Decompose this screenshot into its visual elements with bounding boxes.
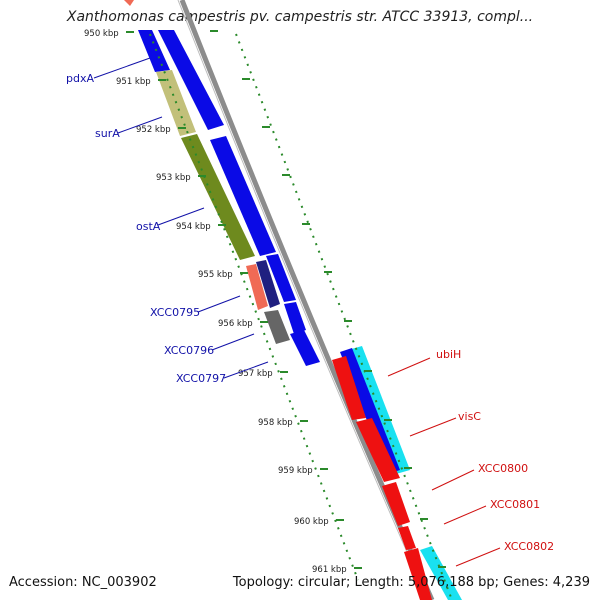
- backbone-highlight: [177, 0, 429, 600]
- gene-label-xcc0795: XCC0795: [150, 306, 200, 319]
- ruler-tick-label: 954 kbp: [176, 222, 211, 232]
- cds-feature: [138, 30, 170, 72]
- leader-line: [197, 295, 241, 313]
- gene-label-xcc0802: XCC0802: [504, 540, 554, 553]
- ruler-track-inner: [149, 33, 359, 581]
- ruler-tick-label: 950 kbp: [84, 29, 119, 39]
- ruler-tick-label: 955 kbp: [198, 270, 233, 280]
- gene-label-pdxa: pdxA: [66, 72, 94, 85]
- ruler-tick-label: 961 kbp: [312, 565, 347, 575]
- gene-label-xcc0800: XCC0800: [478, 462, 528, 475]
- leader-line: [157, 207, 205, 226]
- ruler-tick-label: 951 kbp: [116, 77, 151, 87]
- leader-line: [409, 417, 457, 437]
- gene-label-ubih: ubiH: [436, 348, 461, 361]
- gene-label-sura: surA: [95, 127, 120, 140]
- cds-feature: [340, 348, 400, 474]
- ruler-tick-label: 959 kbp: [278, 466, 313, 476]
- leader-line: [117, 116, 163, 134]
- topology-label: Topology: circular; Length: 5,076,188 bp…: [232, 575, 590, 590]
- ruler-tick-label: 952 kbp: [136, 125, 171, 135]
- ruler-tick-label: 958 kbp: [258, 418, 293, 428]
- cds-feature: [356, 418, 400, 482]
- gene-label-osta: ostA: [136, 220, 161, 233]
- leader-line: [443, 505, 487, 525]
- gene-label-xcc0797: XCC0797: [176, 372, 226, 385]
- cds-feature: [382, 482, 410, 526]
- leader-line: [211, 333, 255, 351]
- gene-label-visc: visC: [458, 410, 481, 423]
- leader-line: [93, 57, 151, 79]
- ruler-tick-label: 953 kbp: [156, 173, 191, 183]
- leader-line: [455, 547, 501, 567]
- cds-feature: [124, 0, 134, 6]
- leader-line: [223, 361, 269, 379]
- cds-feature: [332, 356, 366, 420]
- accession-label: Accession: NC_003902: [9, 575, 157, 590]
- cds-feature: [246, 264, 268, 310]
- cds-feature: [256, 260, 280, 308]
- cds-feature: [398, 526, 416, 550]
- cds-feature: [284, 302, 306, 334]
- gene-label-xcc0796: XCC0796: [164, 344, 214, 357]
- cds-feature: [404, 548, 432, 600]
- cds-feature: [181, 134, 255, 260]
- gene-label-xcc0801: XCC0801: [490, 498, 540, 511]
- cds-feature: [290, 330, 320, 366]
- cds-feature: [266, 254, 296, 302]
- leader-line: [431, 469, 475, 491]
- ruler-tick-label: 957 kbp: [238, 369, 273, 379]
- cds-feature: [264, 310, 290, 344]
- ruler-track-outer: [235, 33, 453, 600]
- ruler-tick-label: 956 kbp: [218, 319, 253, 329]
- ruler-tick-label: 960 kbp: [294, 517, 329, 527]
- leader-line: [387, 357, 431, 377]
- cds-feature: [158, 30, 224, 130]
- cds-feature: [210, 136, 276, 256]
